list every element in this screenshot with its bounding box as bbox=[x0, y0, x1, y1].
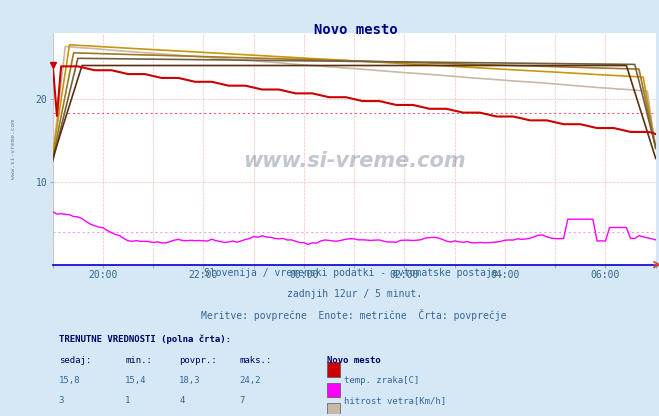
Bar bbox=[327, 383, 340, 397]
Text: temp. zraka[C]: temp. zraka[C] bbox=[344, 376, 419, 385]
Text: min.:: min.: bbox=[125, 356, 152, 365]
Text: hitrost vetra[Km/h]: hitrost vetra[Km/h] bbox=[344, 396, 446, 405]
Text: Novo mesto: Novo mesto bbox=[314, 23, 398, 37]
Text: 24,2: 24,2 bbox=[240, 376, 261, 385]
Text: povpr.:: povpr.: bbox=[179, 356, 217, 365]
Text: 3: 3 bbox=[59, 396, 64, 405]
Text: Slovenija / vremenski podatki - avtomatske postaje.: Slovenija / vremenski podatki - avtomats… bbox=[204, 267, 504, 277]
Text: www.si-vreme.com: www.si-vreme.com bbox=[11, 119, 16, 179]
Bar bbox=[327, 362, 340, 376]
Text: sedaj:: sedaj: bbox=[59, 356, 91, 365]
Text: 18,3: 18,3 bbox=[179, 376, 201, 385]
Bar bbox=[327, 403, 340, 416]
Text: TRENUTNE VREDNOSTI (polna črta):: TRENUTNE VREDNOSTI (polna črta): bbox=[59, 335, 231, 344]
Text: 4: 4 bbox=[179, 396, 185, 405]
Text: Meritve: povprečne  Enote: metrične  Črta: povprečje: Meritve: povprečne Enote: metrične Črta:… bbox=[202, 310, 507, 322]
Text: 15,8: 15,8 bbox=[59, 376, 80, 385]
Text: zadnjih 12ur / 5 minut.: zadnjih 12ur / 5 minut. bbox=[287, 289, 422, 299]
Text: maks.:: maks.: bbox=[240, 356, 272, 365]
Text: Novo mesto: Novo mesto bbox=[327, 356, 381, 365]
Text: 7: 7 bbox=[240, 396, 245, 405]
Text: 15,4: 15,4 bbox=[125, 376, 146, 385]
Text: 1: 1 bbox=[125, 396, 130, 405]
Text: www.si-vreme.com: www.si-vreme.com bbox=[243, 151, 465, 171]
